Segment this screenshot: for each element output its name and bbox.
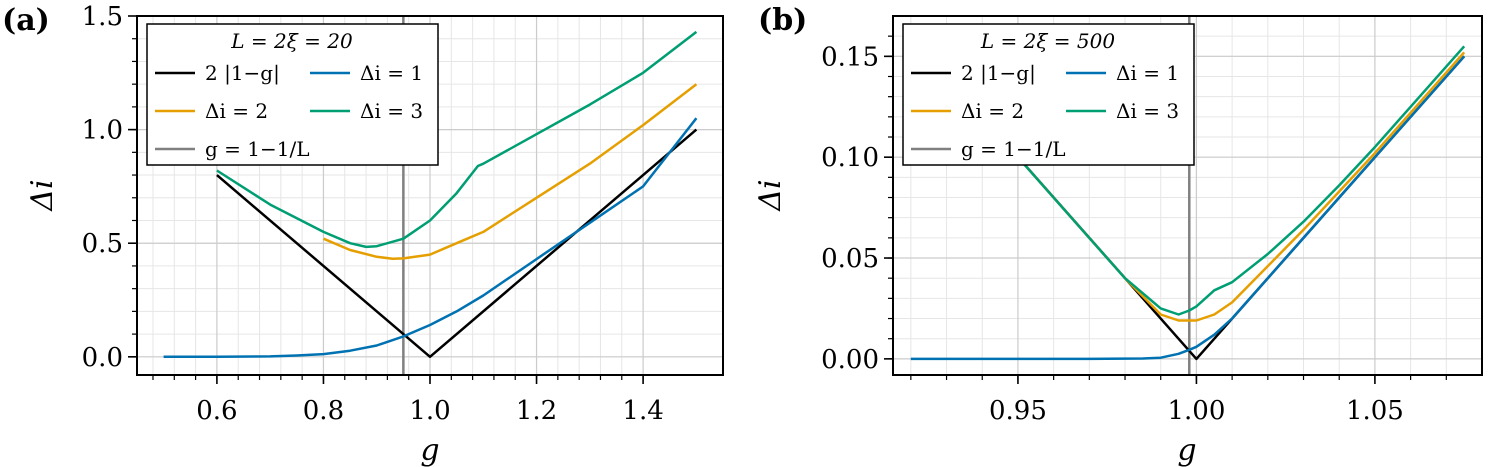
panel-b-xlabel: g xyxy=(1177,433,1196,467)
panel-a-legend: L = 2ξ = 20 2 |1−g| Δi = 1 Δi = 2 Δi = 3… xyxy=(146,23,439,166)
legend-b-label-1: Δi = 1 xyxy=(1116,61,1179,85)
panel-b-series xyxy=(910,16,1466,375)
y-tick-label-2: 0.10 xyxy=(821,143,879,173)
series-line-1 xyxy=(163,117,698,359)
panel-b-ticks: 0.95 1.00 1.05 0.00 0.05 0.10 0.15 xyxy=(821,35,1447,426)
panel-a-tag: (a) xyxy=(2,3,50,38)
x-tick-label-1: 0.8 xyxy=(303,396,344,426)
series-line-2 xyxy=(323,83,698,260)
x-tick-label-2: 1.05 xyxy=(1346,396,1404,426)
panel-a-xlabel: g xyxy=(420,433,439,467)
panel-b-tag: (b) xyxy=(758,3,807,38)
panel-a: (a) 0.6 0.8 1.0 1.2 1.4 0.0 0.5 1.0 1.5 g Δi L =… xyxy=(2,2,724,467)
panel-b: (b) 0.95 1.00 1.05 0.00 0.05 0.10 0.15 g Δi L … xyxy=(753,3,1483,467)
y-tick-label-0: 0.00 xyxy=(821,345,879,375)
x-tick-label-0: 0.95 xyxy=(989,396,1047,426)
x-tick-label-0: 0.6 xyxy=(196,396,237,426)
series-line-3 xyxy=(216,30,698,249)
legend-b-label-2: Δi = 2 xyxy=(961,99,1024,123)
panel-b-frame xyxy=(892,15,1483,376)
y-tick-label-3: 1.5 xyxy=(82,2,123,32)
panel-b-ylabel: Δi xyxy=(753,179,788,211)
legend-b-label-0: 2 |1−g| xyxy=(961,61,1036,86)
legend-a-label-vline: g = 1−1/L xyxy=(205,137,310,161)
legend-a-label-2: Δi = 2 xyxy=(205,99,268,123)
series-line-2 xyxy=(1016,51,1466,322)
x-tick-label-2: 1.0 xyxy=(409,396,450,426)
series-line-0 xyxy=(216,128,698,359)
y-tick-label-2: 1.0 xyxy=(82,116,123,146)
legend-b-label-vline: g = 1−1/L xyxy=(961,137,1066,161)
legend-a-label-1: Δi = 1 xyxy=(360,61,423,85)
series-line-3 xyxy=(1016,45,1466,316)
y-tick-label-1: 0.05 xyxy=(821,244,879,274)
series-line-1 xyxy=(910,55,1466,361)
y-tick-label-0: 0.0 xyxy=(82,343,123,373)
x-tick-label-3: 1.2 xyxy=(516,396,557,426)
panel-b-legend-title: L = 2ξ = 500 xyxy=(980,29,1115,53)
y-tick-label-1: 0.5 xyxy=(82,229,123,259)
x-tick-label-1: 1.00 xyxy=(1167,396,1225,426)
panel-a-legend-box xyxy=(146,23,439,166)
y-tick-label-3: 0.15 xyxy=(821,42,879,72)
panel-b-legend-box xyxy=(902,23,1195,166)
panel-a-ticks: 0.6 0.8 1.0 1.2 1.4 0.0 0.5 1.0 1.5 xyxy=(82,2,664,426)
panel-a-legend-title: L = 2ξ = 20 xyxy=(230,29,353,53)
legend-a-label-3: Δi = 3 xyxy=(360,99,423,123)
legend-b-label-3: Δi = 3 xyxy=(1116,99,1179,123)
legend-a-label-0: 2 |1−g| xyxy=(205,61,280,86)
panel-b-legend: L = 2ξ = 500 2 |1−g| Δi = 1 Δi = 2 Δi = … xyxy=(902,23,1195,166)
x-tick-label-4: 1.4 xyxy=(622,396,663,426)
panel-a-ylabel: Δi xyxy=(25,179,60,211)
